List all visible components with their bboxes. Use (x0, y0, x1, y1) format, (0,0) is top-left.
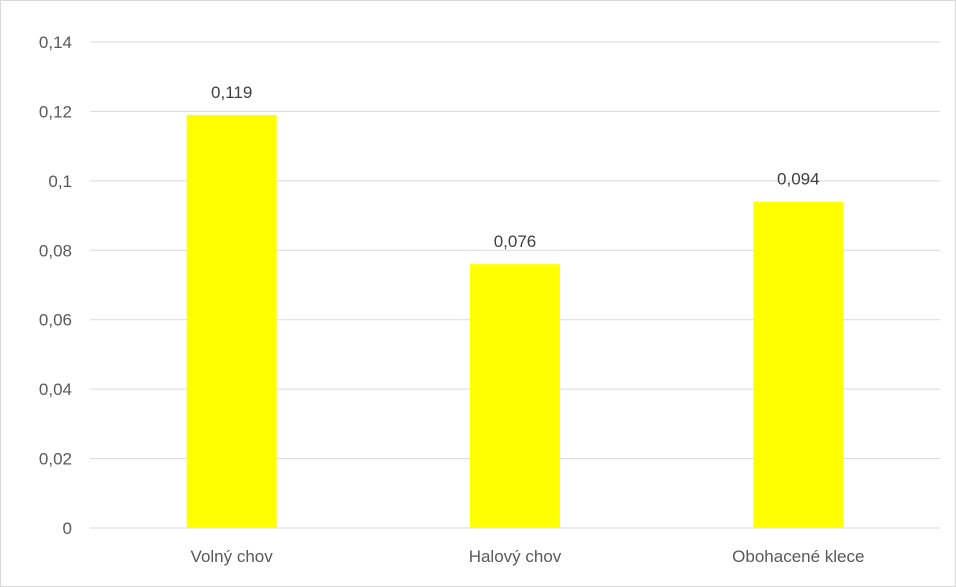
y-tick-label: 0,06 (39, 311, 72, 330)
y-tick-label: 0,1 (48, 172, 72, 191)
data-label: 0,076 (494, 232, 537, 251)
y-tick-label: 0,12 (39, 102, 72, 121)
y-tick-label: 0,04 (39, 380, 72, 399)
y-tick-label: 0,02 (39, 450, 72, 469)
x-category-label: Volný chov (191, 547, 274, 566)
y-axis-tick-labels: 0 0,02 0,04 0,06 0,08 0,1 0,12 0,14 (39, 33, 72, 538)
bar (186, 114, 277, 529)
data-label: 0,094 (777, 170, 820, 189)
bar (470, 264, 560, 528)
y-tick-label: 0,14 (39, 33, 72, 52)
x-category-label: Obohacené klece (732, 547, 864, 566)
y-tick-label: 0 (63, 519, 72, 538)
x-category-label: Halový chov (469, 547, 562, 566)
data-labels: 0,119 0,076 0,094 (211, 83, 820, 251)
x-axis-category-labels: Volný chov Halový chov Obohacené klece (191, 547, 865, 566)
bars (186, 114, 844, 529)
bar (753, 201, 844, 528)
y-tick-label: 0,08 (39, 241, 72, 260)
data-label: 0,119 (211, 83, 252, 102)
